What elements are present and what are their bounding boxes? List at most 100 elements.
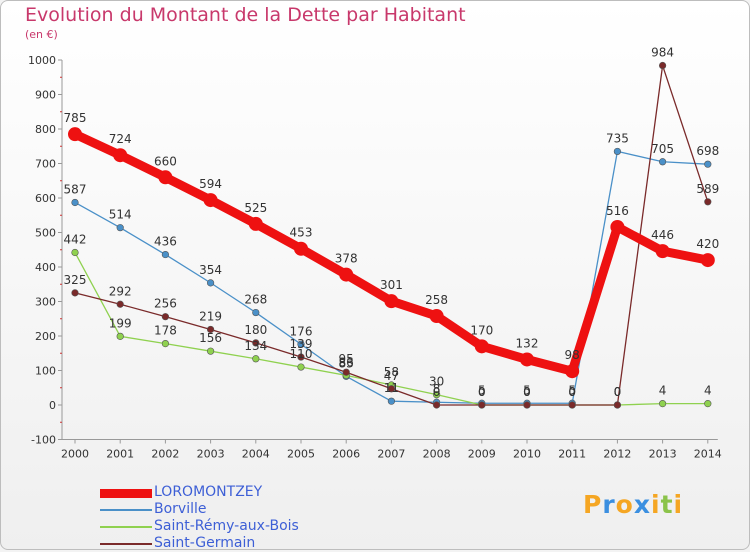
data-label: 58 xyxy=(384,365,399,379)
data-point xyxy=(429,308,444,323)
proxiti-logo: Proxiti xyxy=(583,490,683,519)
data-label: 156 xyxy=(199,331,222,345)
y-tick-label: 900 xyxy=(35,89,56,102)
data-point xyxy=(207,325,215,334)
data-point xyxy=(433,401,441,409)
data-label: 5 xyxy=(523,383,531,397)
data-label: 139 xyxy=(290,337,313,351)
data-label: 354 xyxy=(199,263,222,277)
data-label: 180 xyxy=(244,323,267,337)
data-label: 219 xyxy=(199,309,222,323)
data-label: 0 xyxy=(614,385,622,399)
data-label: 176 xyxy=(290,324,313,338)
data-label: 589 xyxy=(696,182,719,196)
data-label: 446 xyxy=(651,228,674,242)
data-point xyxy=(113,148,128,163)
y-tick-label: 200 xyxy=(35,330,56,343)
data-label: 516 xyxy=(606,204,629,218)
logo-letter: o xyxy=(615,490,634,519)
data-point xyxy=(339,267,354,282)
data-label: 178 xyxy=(154,324,177,338)
data-label: 984 xyxy=(651,46,674,60)
data-point xyxy=(387,385,396,393)
data-label: 735 xyxy=(606,131,629,145)
data-point xyxy=(68,127,82,142)
data-point xyxy=(658,158,667,166)
data-label: 587 xyxy=(64,182,87,196)
data-point xyxy=(342,368,350,376)
data-point xyxy=(161,339,169,348)
data-label: 0 xyxy=(478,385,486,399)
data-point xyxy=(384,294,399,309)
y-tick-label: 1000 xyxy=(28,54,56,67)
data-label: 525 xyxy=(244,201,267,215)
y-tick-label: 400 xyxy=(35,261,56,274)
data-label: 30 xyxy=(429,375,444,389)
data-point xyxy=(610,219,625,234)
y-tick-label: 600 xyxy=(35,192,56,205)
data-point xyxy=(252,339,260,347)
chart-title: Evolution du Montant de la Dette par Hab… xyxy=(25,4,466,26)
y-tick-label: 700 xyxy=(35,158,56,171)
data-label: 705 xyxy=(651,142,674,156)
legend-label: Borville xyxy=(154,501,207,517)
data-point xyxy=(252,308,260,317)
data-point xyxy=(700,253,715,268)
data-label: 442 xyxy=(64,233,87,247)
data-point xyxy=(116,224,124,232)
x-tick-label: 2003 xyxy=(197,448,225,461)
data-point xyxy=(704,198,712,206)
data-point xyxy=(203,193,218,208)
x-tick-label: 2012 xyxy=(603,448,631,461)
x-tick-label: 2001 xyxy=(106,448,134,461)
legend-swatch xyxy=(100,543,152,545)
data-point xyxy=(474,339,489,354)
data-point xyxy=(658,400,667,408)
data-label: 301 xyxy=(380,278,403,292)
data-label: 378 xyxy=(335,252,358,266)
y-tick-label: 0 xyxy=(49,399,56,412)
x-tick-label: 2006 xyxy=(332,448,360,461)
data-label: 436 xyxy=(154,235,177,249)
data-label: 4 xyxy=(704,384,712,398)
data-point xyxy=(704,400,712,408)
data-point xyxy=(613,147,622,156)
data-point xyxy=(655,244,670,259)
x-tick-label: 2013 xyxy=(649,448,677,461)
y-tick-label: 100 xyxy=(35,365,56,378)
data-point xyxy=(433,391,441,399)
data-label: 698 xyxy=(696,144,719,158)
data-label: 4 xyxy=(659,384,667,398)
data-point xyxy=(116,332,124,340)
x-tick-label: 2008 xyxy=(423,448,451,461)
x-tick-label: 2014 xyxy=(694,448,722,461)
data-label: 420 xyxy=(696,237,719,251)
y-tick-label: -100 xyxy=(31,434,56,447)
legend-swatch xyxy=(100,526,152,528)
x-tick-label: 2005 xyxy=(287,448,315,461)
data-label: 268 xyxy=(244,293,267,307)
data-point xyxy=(207,347,215,355)
data-label: 8 xyxy=(433,382,441,396)
logo-letter: t xyxy=(660,490,674,519)
data-label: 0 xyxy=(614,385,622,399)
data-label: 134 xyxy=(244,339,267,353)
data-label: 83 xyxy=(339,356,354,370)
x-tick-label: 2011 xyxy=(558,448,586,461)
data-point xyxy=(658,61,667,70)
data-point xyxy=(158,170,173,185)
y-tick-label: 300 xyxy=(35,296,56,309)
data-point xyxy=(568,401,576,409)
data-label: 0 xyxy=(478,385,486,399)
data-label: 325 xyxy=(64,273,87,287)
data-label: 98 xyxy=(565,348,580,362)
data-label: 47 xyxy=(384,369,399,383)
data-label: 785 xyxy=(64,111,87,125)
data-label: 132 xyxy=(516,336,539,350)
data-point xyxy=(207,279,215,287)
data-label: 110 xyxy=(290,347,313,361)
legend-label: Saint-Rémy-aux-Bois xyxy=(154,518,299,534)
data-label: 86 xyxy=(339,355,354,369)
data-label: 292 xyxy=(109,284,132,298)
legend-label: LOROMONTZEY xyxy=(154,484,263,500)
